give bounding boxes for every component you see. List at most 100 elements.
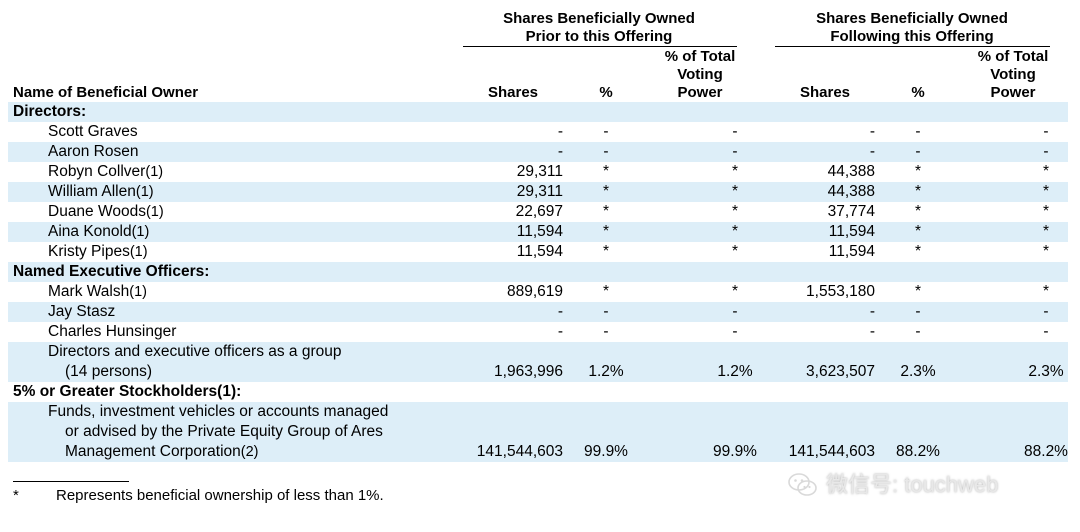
owner-name: Scott Graves (48, 122, 138, 142)
shares-following-cell: - (869, 323, 875, 340)
owner-name-text: or advised by the Private Equity Group o… (65, 423, 383, 440)
pct-following-cell: * (914, 243, 922, 260)
pct-following-cell: * (914, 223, 922, 240)
shares-following-cell: 44,388 (827, 183, 875, 200)
footnote-ref: (1) (129, 244, 148, 260)
section-row: 5% or Greater Stockholders(1): (8, 382, 1068, 402)
owner-name: Kristy Pipes(1) (48, 242, 148, 262)
column-header-pct-prior: % (588, 84, 624, 103)
voting-following-cell: * (1042, 163, 1050, 180)
shares-following-cell: - (869, 123, 875, 140)
group-header-prior: Shares Beneficially Owned Prior to this … (463, 10, 735, 46)
owner-name-text: Kristy Pipes (48, 243, 130, 260)
shares-prior-cell: 29,311 (516, 163, 563, 180)
voting-following-cell: - (1043, 143, 1049, 160)
voting-line2: Voting (677, 66, 723, 83)
voting-line2: Voting (990, 66, 1036, 83)
pct-prior-cell: * (602, 223, 610, 240)
pct-following-cell: - (915, 143, 921, 160)
group-header-following: Shares Beneficially Owned Following this… (775, 10, 1049, 46)
shares-following-cell: 141,544,603 (788, 443, 875, 460)
pct-following-cell: - (915, 123, 921, 140)
section-row: Named Executive Officers: (8, 262, 1068, 282)
column-header-voting-following: % of Total Voting Power (973, 48, 1053, 103)
owner-name-line: (14 persons) (65, 362, 152, 382)
voting-following-cell: * (1042, 183, 1050, 200)
voting-following-cell: * (1042, 203, 1050, 220)
voting-prior-cell: * (731, 283, 739, 300)
voting-following-cell: - (1043, 323, 1049, 340)
footnote-text: Represents beneficial ownership of less … (56, 487, 384, 504)
column-header-shares-following: Shares (775, 84, 875, 103)
pct-following-cell: * (914, 283, 922, 300)
voting-following-cell: - (1043, 123, 1049, 140)
table-row: Directors and executive officers as a gr… (8, 342, 1068, 382)
owner-name-text: (14 persons) (65, 363, 153, 380)
group-header-following-line2: Following this Offering (830, 28, 994, 45)
owner-name: Jay Stasz (48, 302, 115, 322)
shares-following-cell: 11,594 (828, 243, 875, 260)
pct-prior-cell: 1.2% (588, 363, 624, 380)
pct-label: % (598, 84, 614, 103)
table-row: Aaron Rosen - - - - - - (8, 142, 1068, 162)
table-row: William Allen(1) 29,311 * * 44,388 * * (8, 182, 1068, 202)
footnote-mark: * (13, 487, 19, 504)
table-row: Aina Konold(1) 11,594 * * 11,594 * * (8, 222, 1068, 242)
shares-prior-cell: 11,594 (516, 223, 563, 240)
voting-following-cell: 2.3% (1028, 363, 1064, 380)
owner-name-text: Management Corporation (65, 443, 241, 460)
voting-following-cell: * (1042, 283, 1050, 300)
pct-prior-cell: * (602, 243, 610, 260)
watermark-text: 微信号: touchweb (826, 472, 999, 497)
owner-name-text: Aaron Rosen (48, 143, 139, 160)
voting-line1: % of Total (664, 48, 736, 65)
watermark: 微信号: touchweb (788, 470, 1058, 500)
section-row: Directors: (8, 102, 1068, 122)
pct-following-cell: * (914, 163, 922, 180)
voting-following-cell: 88.2% (1024, 443, 1068, 460)
shares-prior-cell: 11,594 (516, 243, 563, 260)
shares-prior-cell: - (557, 303, 563, 320)
owner-name: William Allen(1) (48, 182, 154, 202)
shares-following-cell: 44,388 (827, 163, 875, 180)
voting-prior-cell: * (731, 183, 739, 200)
table-row: Charles Hunsinger - - - - - - (8, 322, 1068, 342)
footnote-rule (13, 481, 129, 482)
voting-prior-cell: 99.9% (713, 443, 757, 460)
shares-prior-cell: 29,311 (516, 183, 563, 200)
shares-prior-cell: - (557, 323, 563, 340)
owner-name-line: Funds, investment vehicles or accounts m… (48, 402, 388, 422)
shares-prior-cell: - (557, 143, 563, 160)
voting-prior-cell: - (732, 303, 738, 320)
owner-name-text: Duane Woods (48, 203, 146, 220)
pct-following-cell: - (915, 323, 921, 340)
voting-following-cell: * (1042, 223, 1050, 240)
group-rule-prior (463, 46, 737, 47)
voting-following-cell: - (1043, 303, 1049, 320)
footnote-ref: (1) (129, 284, 147, 300)
shares-label: Shares (798, 84, 852, 103)
group-header-prior-line1: Shares Beneficially Owned (503, 10, 695, 27)
voting-line3: Power (989, 84, 1037, 103)
owner-name: Charles Hunsinger (48, 322, 176, 342)
pct-following-cell: 88.2% (896, 443, 940, 460)
group-header-prior-line2: Prior to this Offering (525, 28, 673, 45)
voting-prior-cell: * (731, 243, 739, 260)
footnote-ref: (1) (145, 204, 164, 220)
voting-line3: Power (676, 84, 724, 103)
owner-name-line: Management Corporation(2) (65, 442, 259, 462)
voting-prior-cell: - (732, 323, 738, 340)
shares-prior-cell: 1,963,996 (494, 363, 563, 380)
column-header-shares-prior: Shares (463, 84, 563, 103)
owner-name-text: Jay Stasz (48, 303, 116, 320)
column-header-voting-prior: % of Total Voting Power (660, 48, 740, 103)
shares-following-cell: 37,774 (827, 203, 875, 220)
column-header-name: Name of Beneficial Owner (13, 84, 199, 103)
owner-name: Aina Konold(1) (48, 222, 149, 242)
pct-following-cell: - (915, 303, 921, 320)
table-row: Jay Stasz - - - - - - (8, 302, 1068, 322)
pct-prior-cell: - (603, 303, 609, 320)
voting-prior-cell: * (731, 223, 739, 240)
pct-prior-cell: - (603, 123, 609, 140)
section-label: 5% or Greater Stockholders(1): (13, 383, 242, 400)
